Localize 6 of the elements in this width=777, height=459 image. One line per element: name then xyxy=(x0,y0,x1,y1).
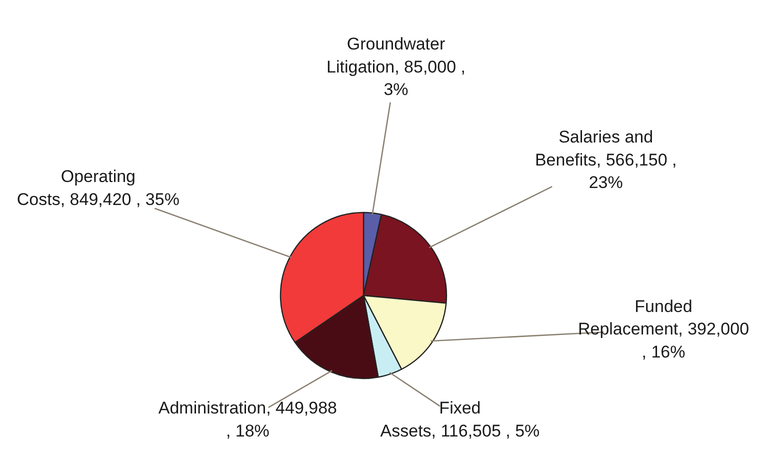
slice-label: Administration, 449,988 , 18% xyxy=(158,398,337,440)
slice-label: Fixed Assets, 116,505 , 5% xyxy=(380,398,540,440)
slice-label: Operating Costs, 849,420 , 35% xyxy=(16,167,180,210)
slice-label: Salaries and Benefits, 566,150 , 23% xyxy=(534,128,677,192)
slice-label: Funded Replacement, 392,000 , 16% xyxy=(578,296,750,362)
slice-label: Groundwater Litigation, 85,000 , 3% xyxy=(326,34,466,100)
